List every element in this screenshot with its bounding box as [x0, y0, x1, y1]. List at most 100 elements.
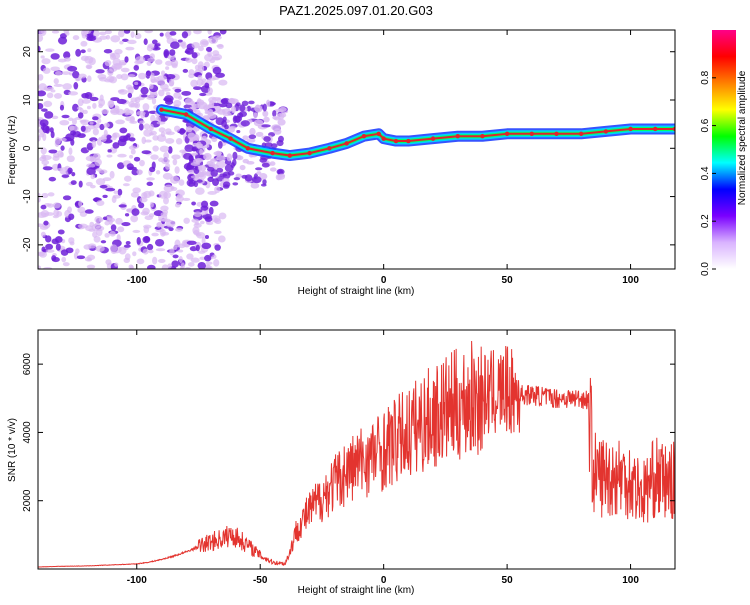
- spectrogram-noise-blob: [252, 176, 262, 184]
- spectrogram-noise-blob: [71, 118, 77, 125]
- spectrogram-noise-blob: [174, 125, 181, 132]
- spectrogram-noise-blob: [40, 204, 47, 210]
- spectrogram-noise-blob: [85, 181, 93, 187]
- spectrogram-noise-blob: [127, 92, 133, 99]
- spectrogram-noise-blob: [96, 200, 105, 207]
- spectrogram-noise-blob: [127, 39, 137, 45]
- spectrogram-noise-blob: [140, 86, 149, 95]
- spectrogram-noise-blob: [106, 75, 115, 82]
- spectrogram-noise-blob: [130, 215, 139, 223]
- spectrogram-noise-blob: [141, 136, 147, 145]
- spectrogram-noise-blob: [96, 138, 103, 146]
- spectrogram-noise-blob: [48, 176, 57, 182]
- spectrogram-noise-blob: [86, 167, 96, 176]
- spectrogram-noise-blob: [90, 174, 96, 180]
- spectrogram-frame: [37, 29, 676, 270]
- spectrogram-noise-blob: [60, 145, 65, 151]
- spectrogram-noise-blob: [174, 166, 180, 174]
- spectrogram-noise-blob: [41, 108, 48, 112]
- spectrogram-noise-blob: [172, 245, 178, 250]
- spectrogram-noise-blob: [165, 92, 171, 96]
- spectrogram-ridge-point: [245, 146, 251, 151]
- spectrogram-noise-blob: [128, 137, 136, 142]
- spectrogram-noise-blob: [95, 245, 105, 252]
- spectrogram-noise-blob: [142, 103, 150, 111]
- spectrogram-noise-blob: [129, 102, 139, 108]
- spectrogram-noise-blob: [122, 183, 130, 187]
- spectrogram-noise-blob: [239, 164, 246, 171]
- spectrogram-noise-blob: [120, 73, 129, 81]
- colorbar-label: Normalized spectral amplitude: [737, 70, 748, 205]
- spectrogram-noise-blob: [248, 134, 257, 139]
- spectrogram-noise-blob: [51, 255, 57, 261]
- spectrogram-noise-blob: [191, 218, 200, 223]
- spectrogram-noise-blob: [52, 155, 60, 161]
- spectrogram-noise-blob: [142, 248, 149, 255]
- spectrogram-noise-blob: [40, 147, 47, 155]
- spectrogram-noise-blob: [82, 30, 92, 35]
- colorbar-tick-label: 0.6: [700, 118, 711, 132]
- spectrogram-noise-blob: [112, 142, 120, 149]
- spectrogram-noise-blob: [130, 191, 140, 198]
- spectrogram-noise-blob: [165, 162, 171, 170]
- spectrogram-noise-blob: [79, 119, 87, 123]
- spectrogram-noise-blob: [161, 264, 169, 269]
- spectrogram-noise-blob: [107, 149, 112, 153]
- snr-line: [38, 341, 675, 568]
- spectrogram-noise-blob: [136, 236, 141, 245]
- spectrogram-noise-blob: [216, 108, 226, 115]
- spectrogram-noise-blob: [136, 110, 146, 116]
- spectrogram-noise-blob: [146, 61, 152, 66]
- spectrogram-noise-blob: [41, 58, 51, 65]
- spectrogram-noise-blob: [42, 166, 53, 171]
- spectrogram-y-tick-label: -10: [22, 189, 33, 204]
- spectrogram-noise-blob: [39, 250, 47, 258]
- spectrogram-noise-blob: [51, 115, 59, 120]
- spectrogram-x-ticks: -100 -50 0 50 100: [127, 30, 639, 286]
- spectrogram-noise-blob: [55, 71, 62, 76]
- spectrogram-noise-blob: [184, 50, 190, 54]
- spectrogram-noise-blob: [118, 204, 127, 208]
- spectrogram-noise-blob: [38, 223, 44, 228]
- spectrogram-noise-blob: [206, 221, 214, 226]
- spectrogram-noise-blob: [96, 118, 102, 124]
- spectrogram-y-tick-label: 10: [22, 94, 33, 106]
- spectrogram-noise-blob: [142, 236, 151, 244]
- spectrogram-noise-blob: [41, 192, 49, 199]
- spectrogram-noise-blob: [222, 184, 230, 189]
- spectrogram-noise-blob: [154, 238, 165, 247]
- spectrogram-noise-blob: [164, 95, 174, 103]
- spectrogram-noise-blob: [256, 171, 262, 175]
- spectrogram-noise-blob: [231, 106, 237, 114]
- spectrogram-noise-blob: [157, 75, 167, 81]
- spectrogram-noise-blob: [51, 30, 60, 34]
- spectrogram-noise-blob: [43, 220, 49, 226]
- spectrogram-noise-blob: [176, 193, 183, 199]
- snr-panel: -100 -50 0 50 100 2000 4000 6000 Height of str…: [7, 329, 676, 596]
- spectrogram-noise-blob: [62, 83, 73, 90]
- spectrogram-noise-blob: [208, 206, 214, 215]
- spectrogram-noise-blob: [170, 175, 180, 184]
- spectrogram-noise-blob: [86, 65, 92, 69]
- spectrogram-ridge-point: [287, 153, 293, 158]
- spectrogram-noise-blob: [263, 136, 271, 142]
- spectrogram-x-tick-label: 0: [381, 275, 387, 286]
- spectrogram-noise-blob: [204, 234, 210, 240]
- spectrogram-noise-blob: [201, 170, 207, 176]
- spectrogram-noise-blob: [86, 124, 96, 130]
- spectrogram-noise-blob: [140, 211, 149, 216]
- spectrogram-scatter: [38, 30, 289, 269]
- spectrogram-noise-blob: [40, 231, 46, 237]
- spectrogram-noise-blob: [277, 173, 286, 178]
- spectrogram-ridge-point: [208, 126, 214, 132]
- figure-title: PAZ1.2025.097.01.20.G03: [279, 3, 433, 18]
- spectrogram-noise-blob: [136, 169, 143, 175]
- spectrogram-noise-blob: [174, 88, 182, 93]
- spectrogram-noise-blob: [86, 163, 96, 168]
- spectrogram-noise-blob: [198, 165, 207, 172]
- spectrogram-noise-blob: [131, 168, 140, 176]
- spectrogram-noise-blob: [132, 187, 141, 194]
- spectrogram-noise-blob: [190, 162, 201, 166]
- spectrogram-noise-blob: [143, 38, 148, 46]
- spectrogram-noise-blob: [133, 65, 140, 71]
